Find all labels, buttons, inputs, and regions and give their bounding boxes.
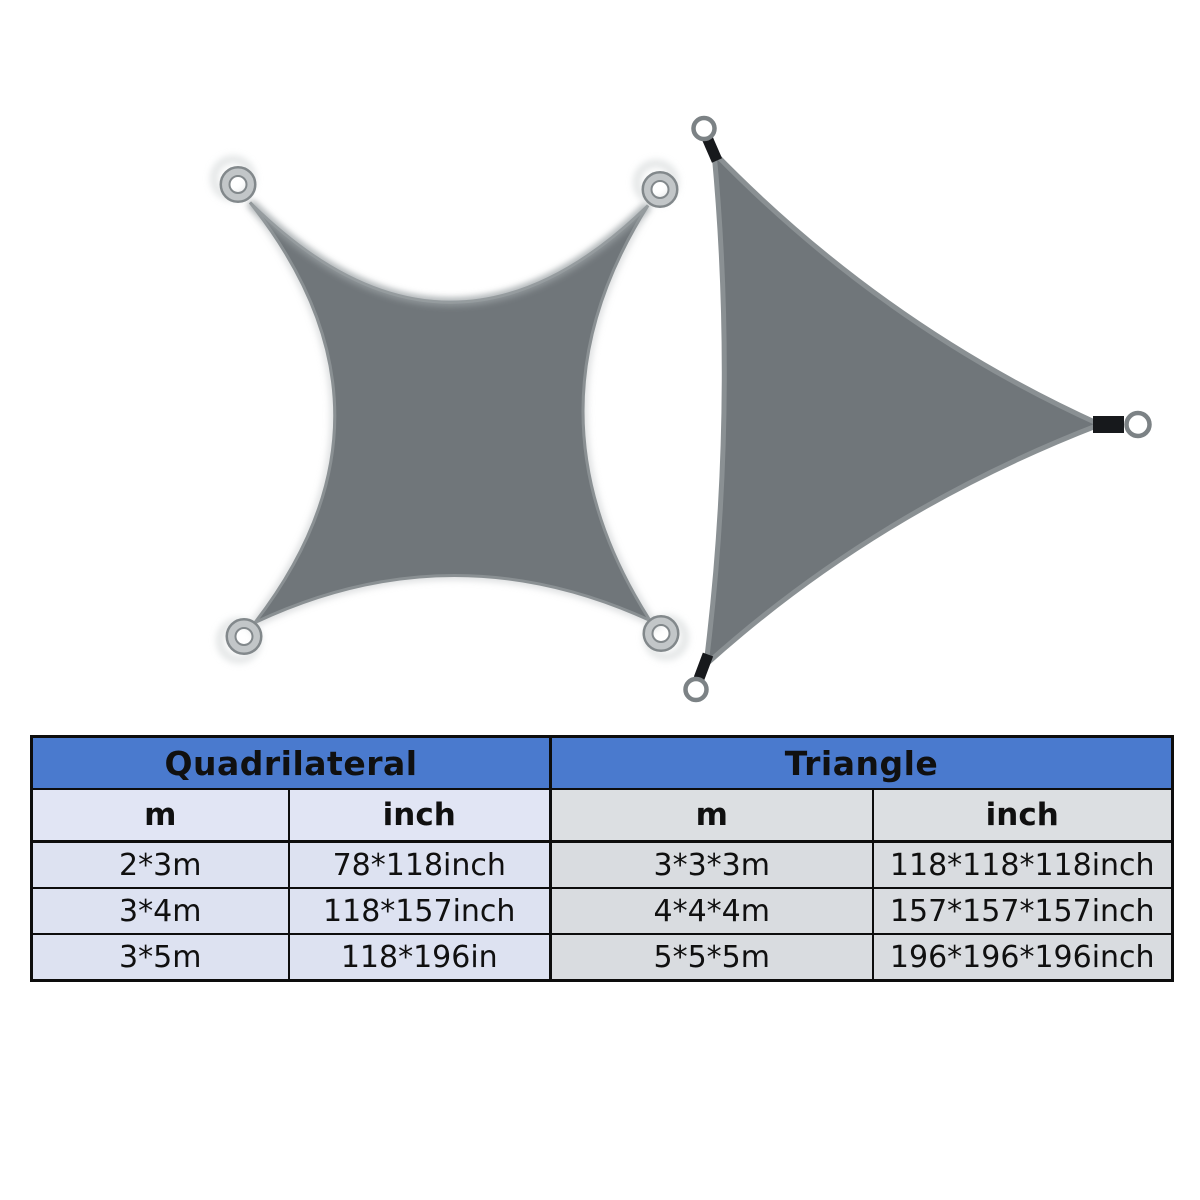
size-cell: 118*196in	[287, 933, 552, 982]
size-cell: 196*196*196inch	[871, 933, 1174, 982]
size-cell: 157*157*157inch	[871, 887, 1174, 935]
group-header-quadrilateral: Quadrilateral	[30, 735, 552, 790]
size-cell: 3*4m	[30, 887, 290, 935]
table-group-header-row: Quadrilateral Triangle	[30, 735, 1174, 790]
size-cell: 78*118inch	[287, 840, 552, 889]
size-cell: 4*4*4m	[549, 887, 874, 935]
corner-ring-icon	[216, 617, 263, 664]
table-row: 3*4m 118*157inch 4*4*4m 157*157*157inch	[30, 887, 1174, 935]
table-column-header-row: m inch m inch	[30, 788, 1174, 843]
size-table: Quadrilateral Triangle m inch m inch 2*3…	[30, 735, 1174, 982]
group-header-triangle: Triangle	[549, 735, 1174, 790]
column-header-tri-m: m	[549, 788, 874, 843]
column-header-quad-inch: inch	[287, 788, 552, 843]
size-cell: 118*118*118inch	[871, 840, 1174, 889]
triangle-shade-sail-icon	[683, 115, 1152, 703]
quadrilateral-shade-sail-icon	[210, 155, 689, 664]
corner-ring-icon	[642, 614, 689, 661]
triangle-sail-fabric	[702, 145, 1107, 671]
strap-icon	[701, 135, 723, 163]
size-cell: 3*5m	[30, 933, 290, 982]
strap-icon	[693, 652, 714, 681]
size-cell: 118*157inch	[287, 887, 552, 935]
table-row: 3*5m 118*196in 5*5*5m 196*196*196inch	[30, 933, 1174, 982]
size-cell: 5*5*5m	[549, 933, 874, 982]
corner-ring-icon	[683, 676, 709, 703]
column-header-quad-m: m	[30, 788, 290, 843]
sails-svg	[210, 115, 1152, 703]
quad-sail-top-highlight	[248, 201, 650, 306]
corner-ring-icon	[210, 155, 257, 203]
corner-ring-icon	[691, 115, 717, 142]
size-cell: 3*3*3m	[549, 840, 874, 889]
corner-ring-icon	[1124, 410, 1152, 439]
column-header-tri-inch: inch	[871, 788, 1174, 843]
table-row: 2*3m 78*118inch 3*3*3m 118*118*118inch	[30, 840, 1174, 889]
size-cell: 2*3m	[30, 840, 290, 889]
shade-sail-illustrations	[210, 115, 1152, 703]
quad-sail-fabric	[248, 201, 655, 624]
corner-ring-icon	[633, 159, 679, 208]
